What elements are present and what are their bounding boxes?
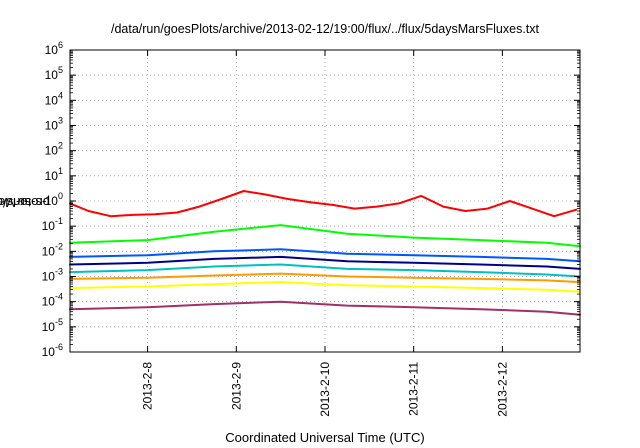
y-tick-exponent: 6 — [58, 40, 63, 50]
x-tick-label: 2013-2-12 — [495, 362, 509, 417]
y-tick-base: 10 — [42, 320, 56, 334]
y-tick-base: 10 — [42, 244, 56, 258]
series-line-1 — [69, 224, 581, 248]
y-tick-exponent: -2 — [55, 241, 63, 251]
x-ticks: 2013-2-8 2013-2-9 2013-2-10 2013-2-11 2013-2… — [141, 50, 509, 417]
y-tick-base: 10 — [42, 345, 56, 359]
series-line-4 — [69, 263, 581, 278]
y-tick-label: 101 — [45, 166, 63, 183]
y-tick-exponent: -4 — [55, 292, 63, 302]
y-tick-exponent: -5 — [55, 317, 63, 327]
y-tick-exponent: 5 — [58, 65, 63, 75]
series-line-6 — [69, 281, 581, 293]
y-tick-label: 102 — [45, 141, 63, 158]
y-tick-exponent: -1 — [55, 216, 63, 226]
y-tick-label: 10-2 — [42, 241, 63, 258]
y-tick-base: 10 — [42, 270, 56, 284]
y-tick-base: 10 — [45, 43, 59, 57]
y-tick-exponent: 0 — [58, 191, 63, 201]
y-tick-base: 10 — [42, 219, 56, 233]
y-tick-base: 10 — [42, 295, 56, 309]
y-tick-exponent: 1 — [58, 166, 63, 176]
chart-title: /data/run/goesPlots/archive/2013-02-12/1… — [110, 22, 539, 36]
y-tick-base: 10 — [45, 194, 59, 208]
y-tick-base: 10 — [45, 119, 59, 133]
y-tick-label: 10-3 — [42, 267, 63, 284]
y-tick-label: 105 — [45, 65, 63, 82]
y-tick-base: 10 — [45, 68, 59, 82]
y-tick-base: 10 — [45, 93, 59, 107]
y-ticks: 10-610-510-410-310-210-11001011021031041… — [42, 40, 580, 359]
series-line-7 — [69, 300, 581, 316]
series-line-2 — [69, 248, 581, 263]
y-tick-exponent: 3 — [58, 116, 63, 126]
y-tick-base: 10 — [45, 144, 59, 158]
y-tick-label: 10-6 — [42, 342, 63, 359]
y-tick-label: 10-1 — [42, 216, 63, 233]
y-tick-exponent: -6 — [55, 342, 63, 352]
y-tick-exponent: 4 — [58, 90, 63, 100]
x-tick-label: 2013-2-11 — [407, 362, 421, 416]
y-tick-label: 103 — [45, 116, 63, 133]
y-tick-exponent: 2 — [58, 141, 63, 151]
y-tick-exponent: -3 — [55, 267, 63, 277]
x-tick-label: 2013-2-10 — [318, 362, 332, 417]
y-tick-label: 104 — [45, 90, 63, 107]
series-group — [69, 190, 581, 316]
grid-lines — [70, 50, 580, 352]
y-tick-label: 100 — [45, 191, 63, 208]
y-tick-label: 106 — [45, 40, 63, 57]
y-tick-label: 10-4 — [42, 292, 63, 309]
series-line-3 — [69, 255, 581, 270]
x-axis-label: Coordinated Universal Time (UTC) — [225, 430, 425, 445]
y-tick-base: 10 — [45, 169, 59, 183]
x-tick-label: 2013-2-9 — [229, 362, 243, 410]
series-line-5 — [69, 272, 581, 284]
y-tick-label: 10-5 — [42, 317, 63, 334]
series-line-0 — [69, 190, 578, 218]
x-tick-label: 2013-2-8 — [141, 362, 155, 410]
